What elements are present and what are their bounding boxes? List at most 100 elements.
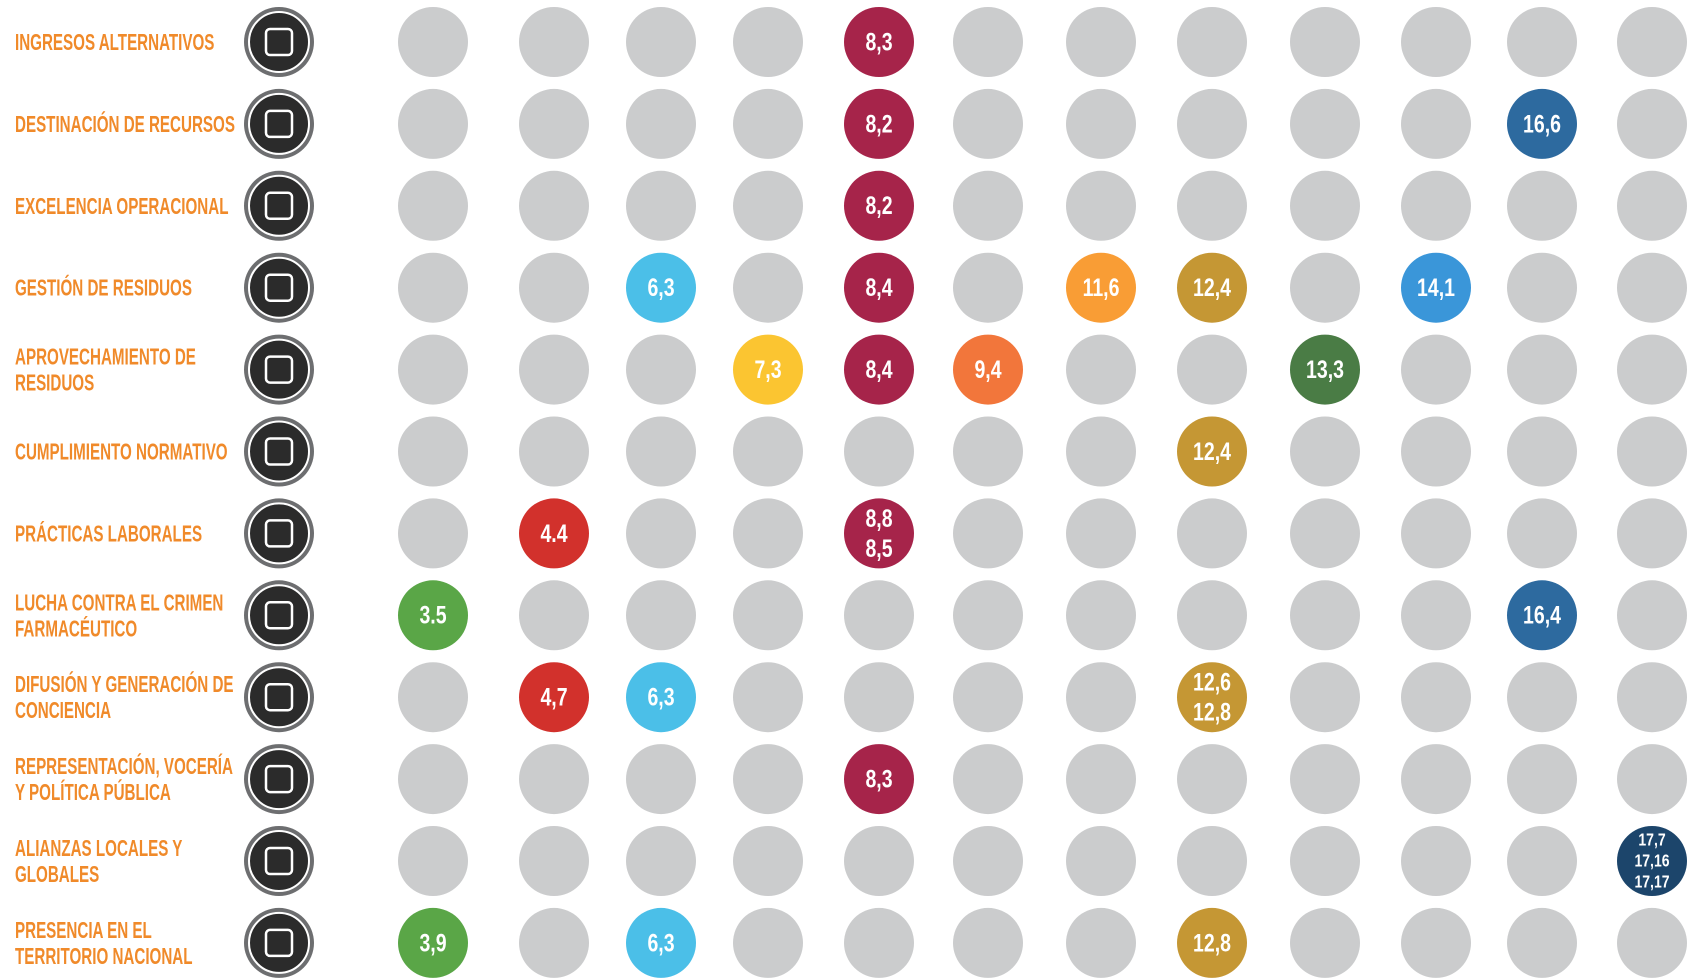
goal-circle — [398, 170, 468, 241]
goal-circle — [1066, 170, 1136, 241]
goal-circle — [733, 334, 803, 405]
goal-circle — [1507, 88, 1577, 159]
goal-circle — [844, 826, 914, 896]
goal-circle — [1401, 826, 1471, 896]
row-label: FARMACÉUTICO — [15, 615, 137, 642]
goal-circle — [1401, 88, 1471, 159]
goal-value: 12,8 — [1193, 929, 1231, 957]
goal-circle — [1066, 252, 1136, 323]
goal-circle — [398, 580, 468, 651]
goal-circle — [626, 826, 696, 896]
goal-circle — [1507, 907, 1577, 978]
goal-circle — [1290, 252, 1360, 323]
goal-circle — [1066, 334, 1136, 405]
goal-circle — [1617, 416, 1687, 487]
goal-circle — [519, 7, 589, 77]
goal-circle — [1177, 170, 1247, 241]
row-label: DIFUSIÓN Y GENERACIÓN DE — [15, 670, 234, 698]
goal-circle — [519, 826, 589, 896]
goal-circle — [1401, 907, 1471, 978]
goal-circle — [733, 498, 803, 569]
goal-circle — [398, 88, 468, 159]
icon-glyph — [264, 109, 294, 139]
goal-circle — [1177, 498, 1247, 569]
goal-circle — [519, 334, 589, 405]
goal-value: 16,6 — [1523, 110, 1561, 138]
goal-circle — [1290, 334, 1360, 405]
goal-circle — [1066, 826, 1136, 896]
goal-value: 4.4 — [540, 519, 568, 547]
goal-circle — [733, 826, 803, 896]
goal-circle — [1177, 580, 1247, 651]
icon-glyph — [264, 764, 294, 794]
icon-glyph — [264, 437, 294, 466]
goal-circle — [1066, 498, 1136, 569]
goal-circle — [733, 7, 803, 77]
icon-glyph — [264, 519, 294, 548]
goal-value: 8,3 — [865, 28, 892, 56]
goal-circle — [733, 907, 803, 978]
icon-glyph — [264, 846, 294, 876]
goal-circle — [626, 416, 696, 487]
goal-circle — [1401, 170, 1471, 241]
goal-value: 8,8 — [865, 504, 892, 532]
goal-circle — [1177, 334, 1247, 405]
row-label: EXCELENCIA OPERACIONAL — [15, 194, 229, 220]
goal-circle — [398, 7, 468, 77]
goal-value: 8,2 — [865, 192, 892, 220]
goal-circle — [519, 744, 589, 815]
goal-circle — [626, 252, 696, 323]
goal-value: 6,3 — [647, 929, 674, 957]
goal-circle — [1401, 744, 1471, 815]
goal-circle — [519, 498, 589, 569]
goal-circle — [953, 826, 1023, 896]
goal-circle — [1290, 88, 1360, 159]
goal-circle — [1177, 7, 1247, 77]
icon-glyph — [264, 355, 294, 384]
goal-circle — [1401, 498, 1471, 569]
goal-circle — [626, 7, 696, 77]
goal-circle — [1617, 170, 1687, 241]
goal-circle — [398, 498, 468, 569]
goal-value: 8,4 — [865, 274, 893, 302]
goal-value: 4,7 — [540, 683, 567, 711]
row-label: ALIANZAS LOCALES Y — [15, 836, 182, 862]
goal-value: 8,4 — [865, 356, 893, 384]
goal-circle — [844, 416, 914, 487]
goal-circle — [519, 907, 589, 978]
goal-circle — [626, 907, 696, 978]
goal-circle — [398, 334, 468, 405]
goal-circle — [519, 170, 589, 241]
goal-circle — [1290, 416, 1360, 487]
goal-circle — [1066, 744, 1136, 815]
goal-circle — [1617, 662, 1687, 733]
row-label: INGRESOS ALTERNATIVOS — [15, 30, 214, 56]
goal-circle — [519, 88, 589, 159]
goal-circle — [1290, 498, 1360, 569]
goal-value: 12,8 — [1193, 698, 1231, 726]
goal-circle — [1617, 744, 1687, 815]
goal-circle — [1290, 580, 1360, 651]
goal-circle — [844, 170, 914, 241]
goal-value: 17,7 — [1638, 830, 1665, 850]
goal-value: 3.5 — [419, 601, 446, 629]
icon — [248, 174, 310, 237]
goal-circle — [733, 252, 803, 323]
goal-circle — [953, 416, 1023, 487]
icon — [248, 830, 310, 892]
goal-circle — [519, 252, 589, 323]
icon — [248, 338, 310, 401]
goal-circle — [1177, 744, 1247, 815]
goal-circle — [1290, 7, 1360, 77]
goal-value: 6,3 — [647, 274, 674, 302]
goal-circle — [953, 744, 1023, 815]
goal-circle — [953, 580, 1023, 651]
goal-circle — [844, 498, 914, 569]
goal-circle — [1177, 88, 1247, 159]
goal-circle — [1617, 252, 1687, 323]
icon — [248, 420, 310, 483]
goal-circle — [1290, 826, 1360, 896]
goal-circle — [1177, 416, 1247, 487]
goal-circle — [519, 662, 589, 733]
